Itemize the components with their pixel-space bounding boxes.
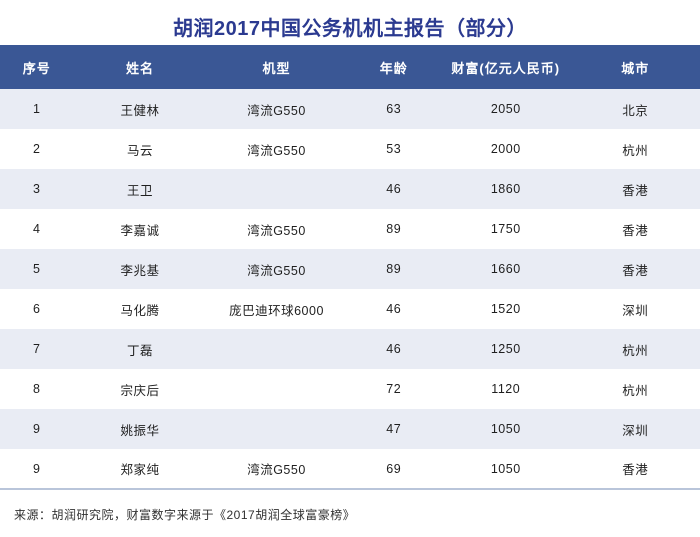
cell-name: 王健林 bbox=[120, 103, 160, 118]
cell-age: 89 bbox=[386, 222, 402, 236]
cell-no: 9 bbox=[33, 461, 41, 476]
cell-age: 63 bbox=[386, 102, 402, 116]
table-row: 3 王卫 46 1860 香港 bbox=[0, 169, 700, 209]
column-header-no: 序号 bbox=[0, 45, 74, 89]
cell-city: 香港 bbox=[622, 263, 649, 278]
table-row: 6 马化腾 庞巴迪环球6000 46 1520 深圳 bbox=[0, 289, 700, 329]
cell-name: 马化腾 bbox=[120, 303, 160, 318]
cell-name: 姚振华 bbox=[120, 423, 160, 438]
cell-wealth: 1050 bbox=[490, 422, 521, 436]
cell-model bbox=[207, 329, 347, 369]
cell-wealth: 1750 bbox=[490, 222, 521, 236]
cell-model: 湾流G550 bbox=[247, 263, 306, 278]
cell-wealth: 1860 bbox=[490, 182, 521, 196]
cell-city: 深圳 bbox=[622, 423, 649, 438]
cell-model: 湾流G550 bbox=[247, 463, 306, 477]
cell-city: 杭州 bbox=[622, 343, 649, 358]
table-row: 7 丁磊 46 1250 杭州 bbox=[0, 329, 700, 369]
table-row: 9 郑家纯 湾流G550 69 1050 香港 bbox=[0, 449, 700, 489]
cell-no: 6 bbox=[33, 302, 41, 316]
cell-no: 5 bbox=[33, 262, 41, 276]
table-row: 2 马云 湾流G550 53 2000 杭州 bbox=[0, 129, 700, 169]
column-header-model: 机型 bbox=[206, 45, 347, 89]
table-header-row: 序号 姓名 机型 年龄 财富(亿元人民币) 城市 bbox=[0, 45, 700, 89]
cell-wealth: 2000 bbox=[490, 142, 521, 156]
cell-model bbox=[207, 409, 347, 449]
cell-city: 香港 bbox=[622, 463, 649, 477]
cell-wealth: 1120 bbox=[491, 382, 521, 396]
cell-no: 3 bbox=[33, 182, 41, 196]
cell-no: 2 bbox=[33, 142, 41, 156]
cell-age: 69 bbox=[386, 461, 402, 476]
column-header-wealth: 财富(亿元人民币) bbox=[441, 45, 571, 89]
cell-wealth: 2050 bbox=[490, 102, 521, 116]
table-body: 1 王健林 湾流G550 63 2050 北京 2 马云 湾流G550 53 2… bbox=[0, 89, 700, 489]
cell-name: 郑家纯 bbox=[120, 463, 160, 477]
cell-age: 47 bbox=[386, 422, 402, 436]
cell-age: 89 bbox=[386, 262, 402, 276]
cell-name: 李嘉诚 bbox=[120, 223, 160, 238]
cell-model bbox=[207, 169, 347, 209]
table-row: 4 李嘉诚 湾流G550 89 1750 香港 bbox=[0, 209, 700, 249]
column-header-city: 城市 bbox=[570, 45, 700, 89]
table-row: 5 李兆基 湾流G550 89 1660 香港 bbox=[0, 249, 700, 289]
cell-age: 46 bbox=[386, 302, 402, 316]
cell-no: 8 bbox=[33, 382, 41, 396]
table-row: 1 王健林 湾流G550 63 2050 北京 bbox=[0, 89, 700, 129]
cell-age: 46 bbox=[386, 342, 402, 356]
column-header-age: 年龄 bbox=[346, 45, 441, 89]
cell-wealth: 1520 bbox=[490, 302, 521, 316]
cell-name: 王卫 bbox=[126, 183, 153, 198]
cell-name: 马云 bbox=[126, 143, 153, 158]
cell-city: 杭州 bbox=[622, 383, 649, 398]
cell-no: 7 bbox=[33, 342, 41, 356]
owners-table: 序号 姓名 机型 年龄 财富(亿元人民币) 城市 1 王健林 湾流G550 63… bbox=[0, 45, 700, 490]
cell-city: 深圳 bbox=[622, 303, 649, 318]
cell-model: 湾流G550 bbox=[247, 143, 306, 158]
cell-no: 4 bbox=[33, 222, 41, 236]
column-header-name: 姓名 bbox=[73, 45, 207, 89]
page-title: 胡润2017中国公务机机主报告（部分） bbox=[173, 18, 527, 40]
cell-model: 湾流G550 bbox=[247, 103, 306, 118]
table-row: 9 姚振华 47 1050 深圳 bbox=[0, 409, 700, 449]
cell-age: 53 bbox=[386, 142, 402, 156]
cell-model: 湾流G550 bbox=[247, 223, 306, 238]
cell-model: 庞巴迪环球6000 bbox=[229, 303, 324, 318]
cell-city: 香港 bbox=[622, 183, 649, 198]
cell-no: 9 bbox=[33, 422, 41, 436]
cell-wealth: 1050 bbox=[490, 461, 521, 476]
cell-city: 香港 bbox=[622, 223, 649, 238]
cell-model bbox=[207, 369, 347, 409]
cell-name: 李兆基 bbox=[120, 263, 160, 278]
cell-name: 丁磊 bbox=[126, 343, 153, 358]
cell-no: 1 bbox=[33, 102, 41, 116]
table-row: 8 宗庆后 72 1120 杭州 bbox=[0, 369, 700, 409]
source-note: 来源：胡润研究院，财富数字来源于《2017胡润全球富豪榜》 bbox=[14, 508, 356, 522]
cell-age: 46 bbox=[386, 182, 402, 196]
cell-wealth: 1660 bbox=[490, 262, 521, 276]
cell-wealth: 1250 bbox=[490, 342, 521, 356]
cell-name: 宗庆后 bbox=[120, 383, 160, 398]
cell-city: 杭州 bbox=[622, 143, 649, 158]
cell-age: 72 bbox=[386, 382, 402, 396]
cell-city: 北京 bbox=[622, 103, 649, 118]
